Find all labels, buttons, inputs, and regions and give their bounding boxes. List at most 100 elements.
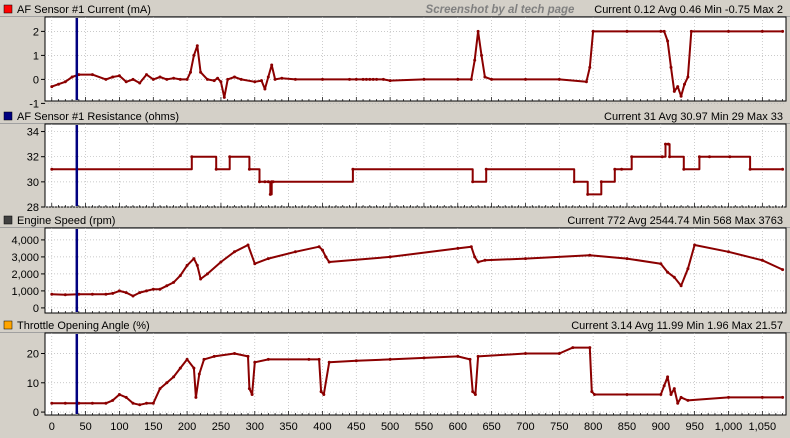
data-point xyxy=(708,155,711,159)
data-point xyxy=(327,360,331,364)
data-point xyxy=(697,155,701,159)
data-point xyxy=(686,267,690,271)
data-point xyxy=(199,277,203,281)
data-point xyxy=(388,357,392,361)
data-point xyxy=(172,375,176,379)
data-point xyxy=(178,274,182,278)
data-point xyxy=(317,357,321,361)
data-point xyxy=(659,29,663,33)
data-point xyxy=(676,401,680,405)
y-tick-label: 1 xyxy=(33,50,39,62)
x-tick-label: 500 xyxy=(381,421,399,433)
data-point xyxy=(172,76,176,80)
data-point xyxy=(117,393,121,396)
data-point xyxy=(781,395,785,399)
data-point xyxy=(317,245,321,249)
data-point xyxy=(669,65,673,69)
data-point xyxy=(222,95,226,99)
data-point xyxy=(476,260,480,264)
data-point xyxy=(760,258,764,262)
data-point xyxy=(138,81,142,85)
data-point xyxy=(90,292,94,296)
data-point xyxy=(233,352,236,355)
data-point xyxy=(258,180,261,184)
x-tick-label: 900 xyxy=(652,421,670,433)
chart-panel-4: Throttle Opening Angle (%) Current 3.14 A… xyxy=(0,317,790,419)
data-point xyxy=(760,395,764,399)
legend-swatch xyxy=(3,320,13,330)
data-point xyxy=(456,354,460,358)
data-point xyxy=(693,243,697,247)
series-line xyxy=(51,143,783,196)
x-tick-label: 400 xyxy=(313,421,331,433)
data-point xyxy=(219,260,223,264)
data-point xyxy=(293,77,297,81)
data-point xyxy=(483,75,487,79)
series-line xyxy=(51,30,783,99)
data-point xyxy=(630,155,634,159)
data-point xyxy=(178,77,182,81)
data-point xyxy=(672,387,676,391)
data-point xyxy=(158,287,162,291)
data-point xyxy=(197,372,201,376)
data-point xyxy=(588,65,592,69)
data-point xyxy=(151,77,155,81)
data-point xyxy=(321,248,324,252)
data-point xyxy=(192,257,196,261)
data-point xyxy=(471,390,475,394)
data-point xyxy=(588,253,592,257)
data-point xyxy=(524,257,527,261)
y-tick-label: 10 xyxy=(27,378,39,390)
data-point xyxy=(145,73,148,77)
panel-stats: Current 31 Avg 30.97 Min 29 Max 33 xyxy=(604,111,783,123)
data-point xyxy=(158,75,162,79)
data-point xyxy=(422,356,426,360)
data-point xyxy=(660,155,664,159)
y-tick-label: 0 xyxy=(33,303,39,315)
y-tick-label: 2 xyxy=(33,26,39,38)
data-point xyxy=(145,401,148,405)
data-point xyxy=(104,401,108,405)
x-tick-label: 800 xyxy=(584,421,602,433)
data-point xyxy=(319,390,323,394)
legend-swatch xyxy=(3,4,13,14)
y-tick-label: 0 xyxy=(33,407,39,419)
data-point xyxy=(781,29,785,33)
data-point xyxy=(584,80,588,84)
data-point xyxy=(659,262,663,266)
data-point xyxy=(247,167,251,171)
data-point xyxy=(613,167,617,171)
data-point xyxy=(214,167,218,171)
data-point xyxy=(727,29,730,33)
x-tick-label: 950 xyxy=(685,421,703,433)
data-point xyxy=(266,75,270,79)
data-point xyxy=(469,245,473,249)
x-tick-label: 300 xyxy=(246,421,264,433)
data-point xyxy=(557,77,561,81)
data-point xyxy=(50,167,54,171)
data-point xyxy=(50,85,54,89)
data-point xyxy=(131,77,135,81)
data-point xyxy=(324,255,328,259)
x-tick-label: 100 xyxy=(110,421,128,433)
data-point xyxy=(727,395,730,399)
data-point xyxy=(348,77,351,81)
data-point xyxy=(50,292,54,296)
data-point xyxy=(250,393,254,396)
data-point xyxy=(253,80,257,84)
x-tick-label: 600 xyxy=(449,421,467,433)
legend-swatch xyxy=(3,215,13,225)
data-point xyxy=(456,77,460,81)
x-tick-label: 1,000 xyxy=(715,421,743,433)
data-point xyxy=(202,357,206,361)
data-point xyxy=(781,167,785,171)
panel-stats: Current 3.14 Avg 11.99 Min 1.96 Max 21.5… xyxy=(571,320,783,332)
data-point xyxy=(388,79,392,83)
data-point xyxy=(662,29,666,33)
x-tick-label: 350 xyxy=(279,421,297,433)
y-tick-label: 34 xyxy=(27,127,39,139)
data-point xyxy=(246,243,250,247)
data-point xyxy=(476,354,480,358)
data-point xyxy=(469,77,473,81)
data-point xyxy=(117,74,121,78)
